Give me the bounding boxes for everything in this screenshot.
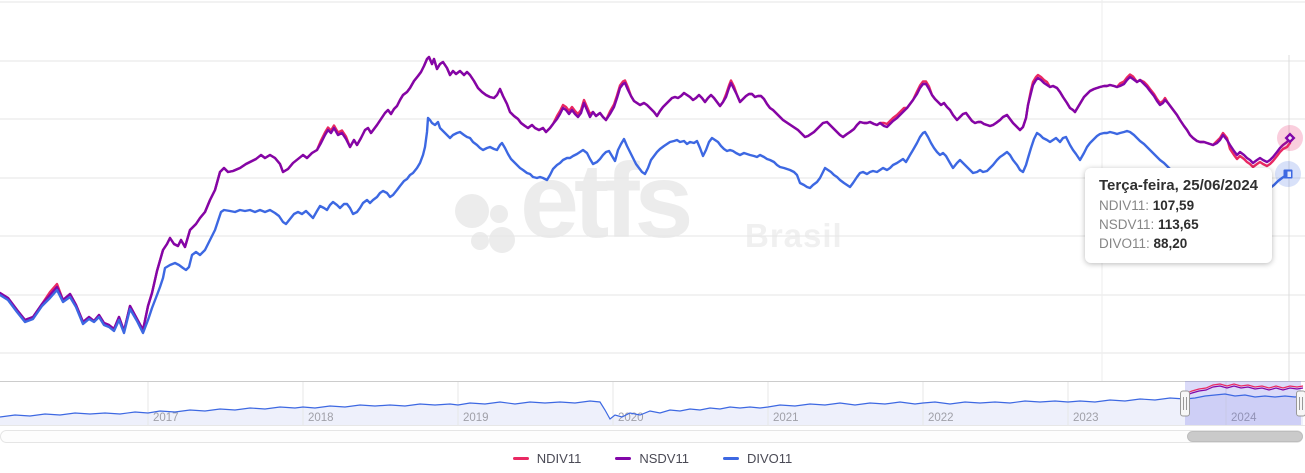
chart-tooltip: Terça-feira, 25/06/2024 NDIV11: 107,59 NS… bbox=[1085, 168, 1273, 263]
navigator-area-fill bbox=[0, 394, 1303, 425]
etfs-logo-dots-icon bbox=[455, 194, 515, 253]
navigator-year-label: 2020 bbox=[618, 412, 644, 424]
legend-dash-icon bbox=[512, 457, 529, 460]
legend-dash-icon bbox=[615, 457, 632, 460]
legend-dash-icon bbox=[722, 457, 739, 460]
chart-legend: NDIV11 NSDV11 DIVO11 bbox=[0, 451, 1305, 466]
navigator-year-label: 2021 bbox=[773, 412, 799, 424]
legend-label: NDIV11 bbox=[536, 451, 582, 466]
navigator-line-ndiv11 bbox=[1184, 383, 1304, 395]
navigator-handle-left[interactable] bbox=[1180, 390, 1190, 417]
navigator-line-nsdv11 bbox=[1184, 385, 1304, 397]
navigator[interactable]: 2017 2018 2019 2020 2021 2022 2023 2024 bbox=[0, 381, 1305, 430]
legend-item-ndiv11[interactable]: NDIV11 bbox=[512, 451, 582, 466]
legend-label: NSDV11 bbox=[639, 451, 689, 466]
navigator-year-label: 2019 bbox=[463, 412, 489, 424]
navigator-year-label: 2023 bbox=[1073, 412, 1099, 424]
legend-item-divo11[interactable]: DIVO11 bbox=[722, 451, 793, 466]
diamond-marker-center bbox=[1287, 135, 1293, 141]
square-marker-center bbox=[1287, 171, 1291, 177]
scrollbar-track[interactable] bbox=[0, 430, 1303, 443]
series-line-divo11[interactable] bbox=[0, 116, 1290, 335]
tooltip-row: NDIV11: 107,59 bbox=[1099, 198, 1195, 213]
navigator-year-label: 2018 bbox=[308, 412, 334, 424]
scrollbar-thumb[interactable] bbox=[1187, 431, 1303, 442]
navigator-line-divo11 bbox=[0, 393, 1304, 420]
navigator-year-label: 2017 bbox=[153, 412, 179, 424]
legend-label: DIVO11 bbox=[746, 451, 793, 466]
tooltip-rows: NDIV11: 107,59 NSDV11: 113,65 DIVO11: 88,2… bbox=[1099, 196, 1258, 253]
legend-item-nsdv11[interactable]: NSDV11 bbox=[615, 451, 689, 466]
navigator-year-label: 2022 bbox=[928, 412, 954, 424]
navigator-handle-right[interactable] bbox=[1296, 390, 1305, 417]
navigator-year-label: 2024 bbox=[1231, 412, 1257, 424]
tooltip-row: NSDV11: 113,65 bbox=[1099, 217, 1199, 232]
tooltip-date: Terça-feira, 25/06/2024 bbox=[1099, 177, 1259, 194]
series-line-nsdv11[interactable] bbox=[0, 55, 1292, 333]
tooltip-row: DIVO11: 88,20 bbox=[1099, 236, 1188, 251]
